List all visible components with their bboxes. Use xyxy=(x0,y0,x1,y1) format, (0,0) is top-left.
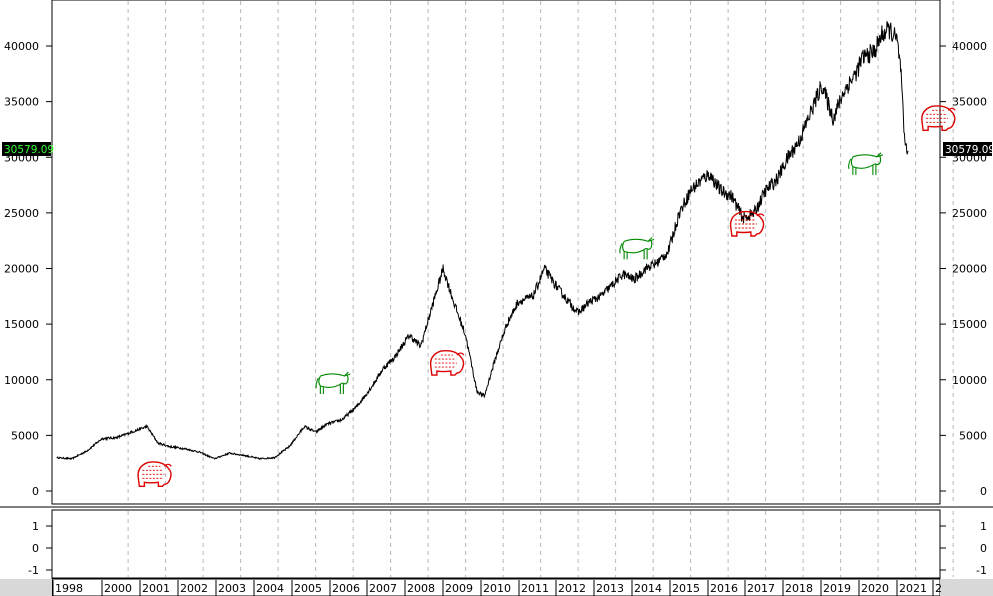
x-tick-label: 1998 xyxy=(55,582,83,595)
x-tick-label: 2017 xyxy=(747,582,775,595)
ind-tick-label-right: 1 xyxy=(980,520,987,533)
y-tick-label-left: 0 xyxy=(32,485,39,498)
x-tick-label: 2020 xyxy=(861,582,889,595)
y-tick-label-left: 40000 xyxy=(4,40,39,53)
x-tick-label: 2015 xyxy=(672,582,700,595)
x-tick-label: 2012 xyxy=(558,582,586,595)
ind-tick-label-left: -1 xyxy=(28,564,39,577)
x-axis-left-corner xyxy=(0,579,52,596)
y-tick-label-left: 15000 xyxy=(4,318,39,331)
ind-tick-label-right: -1 xyxy=(976,564,987,577)
bear-icon xyxy=(137,461,172,488)
x-tick-label: 2018 xyxy=(785,582,813,595)
x-tick-label: 2 xyxy=(935,582,942,595)
y-tick-label-right: 40000 xyxy=(952,40,987,53)
x-axis: 1998 2000 2001 2002 2003 2004 2005 2006 2007 2008… xyxy=(52,580,942,596)
ind-tick-label-left: 1 xyxy=(32,520,39,533)
last-price-label-right: 30579.09 xyxy=(943,142,993,156)
x-tick-label: 2021 xyxy=(899,582,927,595)
bull-icon xyxy=(619,236,655,260)
ind-tick-label-right: 0 xyxy=(980,542,987,555)
bear-icon xyxy=(921,105,956,132)
x-tick-label: 2004 xyxy=(256,582,284,595)
y-tick-label-left: 10000 xyxy=(4,374,39,387)
y-tick-label-right: 20000 xyxy=(952,263,987,276)
vertical-grid xyxy=(127,1,954,577)
ind-tick-label-left: 0 xyxy=(32,542,39,555)
annotation-icons xyxy=(137,105,956,488)
x-tick-label: 2007 xyxy=(369,582,397,595)
y-tick-label-right: 15000 xyxy=(952,318,987,331)
last-price-text-right: 30579.09 xyxy=(945,144,993,156)
bear-icon xyxy=(729,210,765,237)
price-panel-frame xyxy=(51,0,941,505)
bull-icon xyxy=(848,152,884,175)
x-tick-label: 2000 xyxy=(104,582,132,595)
x-tick-label: 2002 xyxy=(180,582,208,595)
x-tick-label: 2001 xyxy=(142,582,170,595)
x-tick-label: 2011 xyxy=(521,582,549,595)
y-tick-label-right: 0 xyxy=(980,485,987,498)
y-tick-label-left: 20000 xyxy=(4,263,39,276)
x-tick-label: 2019 xyxy=(823,582,851,595)
y-tick-label-left: 5000 xyxy=(11,429,39,442)
y-tick-label-right: 5000 xyxy=(959,429,987,442)
y-tick-label-right: 10000 xyxy=(952,374,987,387)
x-tick-label: 2016 xyxy=(710,582,738,595)
x-axis-right-corner xyxy=(940,579,993,596)
x-tick-label: 2006 xyxy=(332,582,360,595)
y-tick-label-left: 35000 xyxy=(4,96,39,109)
y-tick-label-right: 35000 xyxy=(952,96,987,109)
price-line xyxy=(56,21,909,461)
x-tick-label: 2008 xyxy=(407,582,435,595)
indicator-y-axis: 1 1 0 0 -1 -1 xyxy=(28,520,987,577)
indicator-panel-frame xyxy=(51,509,941,579)
x-tick-label: 2005 xyxy=(294,582,322,595)
x-tick-label: 2009 xyxy=(445,582,473,595)
y-tick-label-right: 25000 xyxy=(952,207,987,220)
x-tick-label: 2010 xyxy=(483,582,511,595)
bull-icon xyxy=(315,371,351,394)
last-price-text-left: 30579.09 xyxy=(4,144,54,156)
last-price-label-left: 30579.09 xyxy=(2,142,54,156)
price-series xyxy=(56,21,909,461)
x-tick-label: 2014 xyxy=(634,582,662,595)
y-tick-label-left: 25000 xyxy=(4,207,39,220)
bear-icon xyxy=(429,349,465,376)
x-tick-label: 2003 xyxy=(218,582,246,595)
x-tick-label: 2013 xyxy=(596,582,624,595)
